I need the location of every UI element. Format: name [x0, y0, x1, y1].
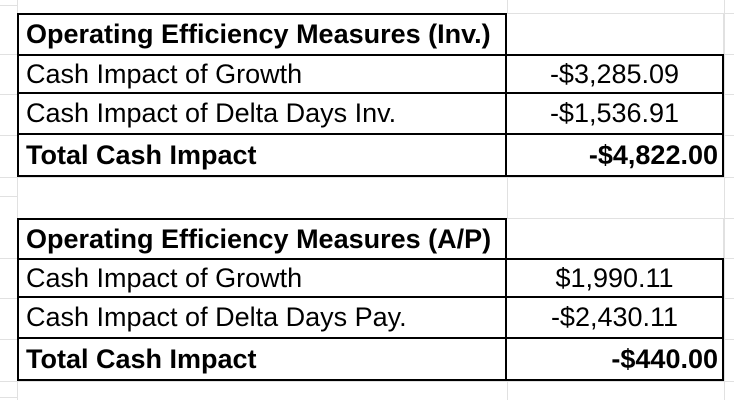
row-label-cell[interactable]: Cash Impact of Delta Days Inv. [19, 94, 507, 133]
row-value-cell[interactable]: -$3,285.09 [549, 58, 680, 89]
row-gridline [0, 5, 17, 6]
column-gridline [507, 0, 508, 400]
row-label-cell[interactable]: Cash Impact of Delta Days Pay. [19, 298, 507, 337]
empty-cell[interactable] [507, 218, 724, 258]
table-row: Cash Impact of Delta Days Inv. -$1,536.9… [17, 94, 724, 135]
table-row: Cash Impact of Delta Days Pay. -$2,430.1… [17, 298, 724, 339]
empty-cell[interactable] [507, 13, 724, 54]
table-total-row: Total Cash Impact -$440.00 [17, 339, 724, 381]
row-value-cell[interactable]: -$2,430.11 [550, 302, 679, 332]
table-header-row: Operating Efficiency Measures (Inv.) [17, 13, 724, 54]
column-gridline [17, 0, 18, 400]
total-label-cell[interactable]: Total Cash Impact [19, 339, 507, 379]
row-gridline [724, 13, 734, 14]
table-total-row: Total Cash Impact -$4,822.00 [17, 135, 724, 177]
total-value-cell[interactable]: -$4,822.00 [588, 139, 718, 170]
table-row: Cash Impact of Growth -$3,285.09 [17, 54, 724, 94]
row-gridline [724, 218, 734, 219]
table-header-row: Operating Efficiency Measures (A/P) [17, 218, 724, 258]
row-label-cell[interactable]: Cash Impact of Growth [19, 56, 507, 92]
table-title-cell[interactable]: Operating Efficiency Measures (A/P) [17, 218, 507, 258]
inv-measures-table: Operating Efficiency Measures (Inv.) Cas… [17, 13, 724, 177]
row-gridline [0, 196, 17, 197]
row-label-cell[interactable]: Cash Impact of Growth [19, 260, 507, 296]
total-label-cell[interactable]: Total Cash Impact [19, 135, 507, 175]
total-value-cell[interactable]: -$440.00 [611, 343, 718, 374]
row-value-cell[interactable]: -$1,536.91 [549, 98, 680, 128]
ap-measures-table: Operating Efficiency Measures (A/P) Cash… [17, 218, 724, 381]
table-title-cell[interactable]: Operating Efficiency Measures (Inv.) [17, 13, 507, 54]
row-value-cell[interactable]: $1,990.11 [555, 262, 674, 293]
table-row: Cash Impact of Growth $1,990.11 [17, 258, 724, 298]
row-gridline [0, 381, 734, 382]
row-gridline [0, 177, 734, 178]
row-gridline [0, 397, 17, 398]
column-gridline [724, 0, 725, 400]
